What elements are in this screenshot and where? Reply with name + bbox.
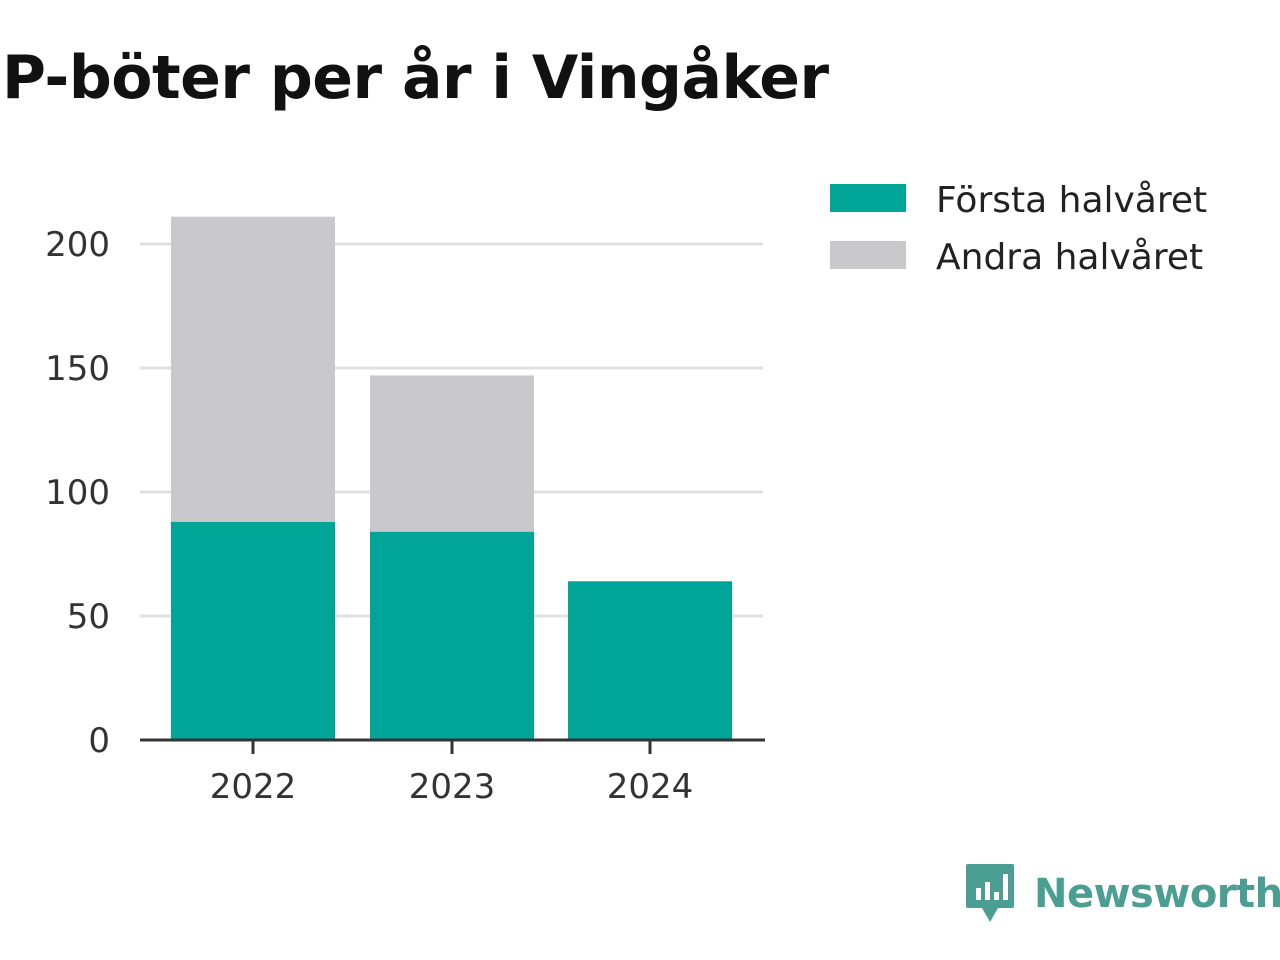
bar-2024-series-0	[568, 581, 732, 740]
y-tick-label: 150	[45, 349, 110, 389]
y-tick-label: 50	[67, 597, 110, 637]
x-tick-label: 2023	[409, 767, 496, 807]
y-tick-label: 100	[45, 473, 110, 513]
brand-name: Newsworthy	[1034, 871, 1280, 917]
legend-label-1: Andra halvåret	[936, 237, 1203, 278]
y-tick-label: 0	[88, 721, 110, 761]
legend: Första halvåret Andra halvåret	[830, 180, 1207, 278]
bar-2023-series-1	[370, 375, 534, 532]
newsworthy-brand: Newsworthy	[964, 862, 1280, 926]
bars	[171, 216, 732, 740]
legend-label-0: Första halvåret	[936, 180, 1207, 221]
bar-2023-series-0	[370, 531, 534, 740]
y-axis-tick-labels: 0 50 100 150 200	[45, 225, 110, 761]
bar-chart-speech-bubble-icon	[966, 864, 1014, 922]
chart-title: P-böter per år i Vingåker	[2, 43, 829, 113]
y-tick-label: 200	[45, 225, 110, 265]
bar-2022-series-0	[171, 521, 335, 740]
legend-swatch-1	[830, 241, 906, 269]
x-tick-label: 2024	[607, 767, 694, 807]
x-tick-label: 2022	[210, 767, 297, 807]
bar-2022-series-1	[171, 216, 335, 522]
x-axis: 2022 2023 2024	[140, 738, 765, 807]
legend-swatch-0	[830, 184, 906, 212]
